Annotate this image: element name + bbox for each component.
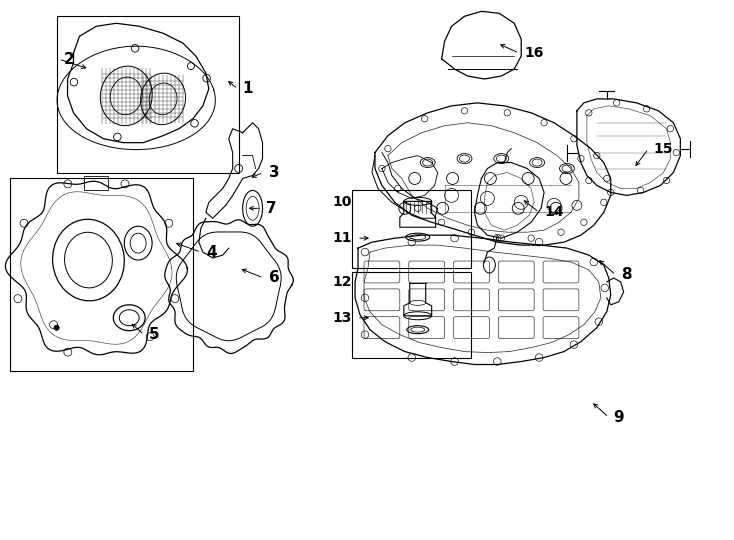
Text: 4: 4 [206, 245, 217, 260]
Text: 9: 9 [614, 410, 625, 425]
Text: 15: 15 [653, 141, 673, 156]
Text: 8: 8 [621, 267, 631, 282]
Text: 16: 16 [524, 46, 544, 60]
Text: 3: 3 [269, 165, 279, 180]
Bar [352, 272, 471, 357]
Text: 6: 6 [269, 271, 279, 286]
Text: 11: 11 [333, 231, 352, 245]
Text: 5: 5 [149, 327, 160, 342]
Bar [57, 16, 239, 172]
Text: 1: 1 [243, 82, 253, 97]
Text: 2: 2 [64, 52, 74, 66]
Bar [352, 191, 471, 268]
Text: 10: 10 [333, 195, 352, 210]
Circle shape [54, 325, 59, 330]
Text: 12: 12 [333, 275, 352, 289]
Text: 7: 7 [266, 201, 276, 216]
Bar [10, 179, 193, 372]
Text: 14: 14 [544, 205, 564, 219]
Bar [84, 177, 109, 191]
Text: 13: 13 [333, 310, 352, 325]
